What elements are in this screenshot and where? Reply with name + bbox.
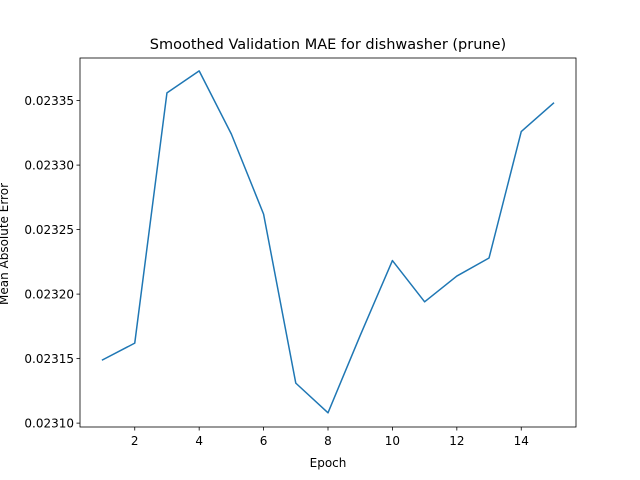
x-axis-label: Epoch: [310, 456, 347, 470]
x-tick-label-5: 12: [449, 434, 464, 448]
x-tick-label-4: 10: [385, 434, 400, 448]
x-tick-label-6: 14: [514, 434, 529, 448]
y-tick-label-2: 0.02320: [24, 287, 74, 301]
y-axis-label: Mean Absolute Error: [0, 183, 11, 305]
x-tick-label-3: 8: [324, 434, 332, 448]
series-line-0: [101, 70, 555, 414]
x-tick-label-1: 4: [195, 434, 203, 448]
chart-title: Smoothed Validation MAE for dishwasher (…: [150, 37, 506, 53]
plot-area: 2 4 6 8 10 12 14 0.02310 0.02315 0.02320 0.02325 0.…: [24, 57, 577, 448]
y-tick-label-3: 0.02325: [24, 223, 74, 237]
y-tick-label-0: 0.02310: [24, 416, 74, 430]
x-tick-label-2: 6: [260, 434, 268, 448]
y-tick-label-5: 0.02335: [24, 94, 74, 108]
y-tick-label-1: 0.02315: [24, 352, 74, 366]
y-tick-label-4: 0.02330: [24, 158, 74, 172]
x-tick-label-0: 2: [131, 434, 139, 448]
